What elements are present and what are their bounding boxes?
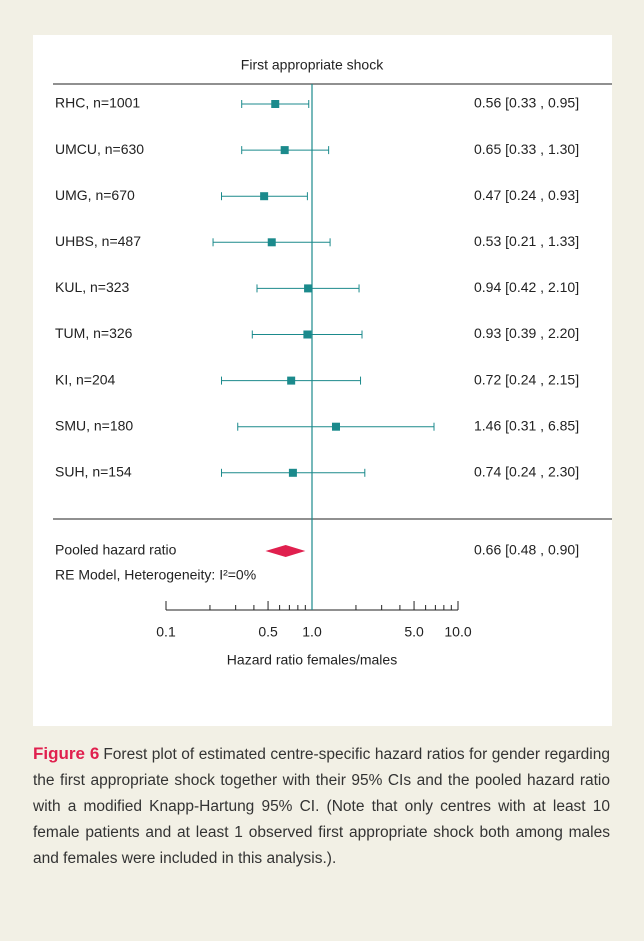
x-tick-label: 10.0	[444, 624, 471, 640]
study-label: KI, n=204	[55, 371, 116, 387]
pooled-label: Pooled hazard ratio	[55, 542, 177, 558]
ci-label: 0.72 [0.24 , 2.15]	[474, 371, 579, 387]
chart-title: First appropriate shock	[241, 57, 384, 73]
x-tick-label: 5.0	[404, 624, 424, 640]
ci-label: 0.47 [0.24 , 0.93]	[474, 187, 579, 203]
estimate-square	[271, 100, 280, 108]
estimate-square	[260, 192, 269, 201]
estimate-square	[280, 146, 289, 155]
pooled-ci-label: 0.66 [0.48 , 0.90]	[474, 542, 579, 558]
study-label: RHC, n=1001	[55, 95, 140, 111]
caption-text: Forest plot of estimated centre-specific…	[33, 746, 610, 867]
ci-label: 0.74 [0.24 , 2.30]	[474, 464, 579, 480]
estimate-square	[304, 284, 313, 293]
study-label: UHBS, n=487	[55, 233, 141, 249]
x-tick-label: 1.0	[302, 624, 322, 640]
study-label: SUH, n=154	[55, 464, 132, 480]
ci-label: 0.53 [0.21 , 1.33]	[474, 233, 579, 249]
estimate-square	[288, 468, 297, 477]
figure-caption: Figure 6 Forest plot of estimated centre-…	[33, 741, 610, 872]
study-label: UMCU, n=630	[55, 141, 144, 157]
ci-label: 1.46 [0.31 , 6.85]	[474, 417, 579, 433]
x-axis-label: Hazard ratio females/males	[227, 652, 397, 668]
x-tick-label: 0.1	[156, 624, 176, 640]
estimate-square	[267, 238, 276, 247]
caption-label: Figure 6	[33, 744, 100, 763]
estimate-square	[331, 422, 340, 431]
ci-label: 0.65 [0.33 , 1.30]	[474, 141, 579, 157]
ci-label: 0.56 [0.33 , 0.95]	[474, 95, 579, 111]
study-label: TUM, n=326	[55, 325, 133, 341]
estimate-square	[287, 376, 296, 385]
ci-label: 0.93 [0.39 , 2.20]	[474, 325, 579, 341]
ci-label: 0.94 [0.42 , 2.10]	[474, 279, 579, 295]
pooled-diamond	[265, 545, 306, 557]
estimate-square	[303, 330, 312, 339]
study-label: UMG, n=670	[55, 187, 135, 203]
model-label: RE Model, Heterogeneity: I²=0%	[55, 567, 256, 583]
study-label: KUL, n=323	[55, 279, 130, 295]
study-label: SMU, n=180	[55, 417, 133, 433]
chart: First appropriate shock Hazard ratio fem…	[53, 57, 612, 668]
x-tick-label: 0.5	[258, 624, 278, 640]
